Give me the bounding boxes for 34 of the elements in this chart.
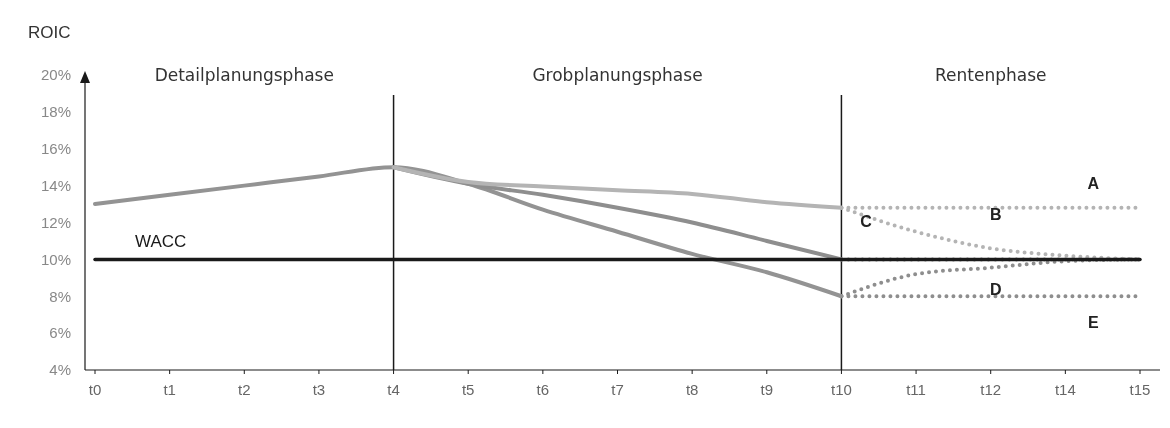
x-tick-label: t3 <box>312 381 326 399</box>
y-tick-label: 12% <box>40 213 71 231</box>
annotation: Detailplanungsphase <box>154 64 334 85</box>
x-tick-label: t1 <box>163 381 176 399</box>
x-tick-label: t15 <box>1129 381 1151 399</box>
y-tick-label: 10% <box>40 250 71 268</box>
x-tick-label: t12 <box>980 381 1002 399</box>
x-tick-label: t2 <box>238 381 251 399</box>
annotation: Rentenphase <box>934 64 1047 85</box>
y-tick-label: 8% <box>49 287 71 305</box>
x-tick-label: t6 <box>536 381 550 399</box>
x-tick-label: t4 <box>387 381 400 399</box>
annotation: E <box>1088 313 1100 331</box>
x-tick-label: t11 <box>906 381 926 399</box>
y-tick-label: 14% <box>40 176 71 194</box>
x-tick-label: t10 <box>831 381 852 399</box>
x-tick-label: t8 <box>685 381 699 399</box>
x-tick-label: t5 <box>461 381 475 399</box>
x-tick-label: t7 <box>611 381 624 399</box>
annotation: A <box>1087 175 1100 193</box>
y-tick-label: 4% <box>49 361 71 379</box>
y-tick-label: 18% <box>40 103 71 121</box>
annotation: Grobplanungsphase <box>532 64 703 85</box>
annotation: B <box>989 205 1002 223</box>
x-tick-label: t14 <box>1054 381 1076 399</box>
annotation: C <box>860 213 873 231</box>
annotation: D <box>989 281 1002 299</box>
y-axis-title: ROIC <box>28 23 71 42</box>
y-tick-label: 16% <box>40 140 71 157</box>
y-tick-label: 20% <box>40 66 71 84</box>
y-tick-label: 6% <box>49 324 71 342</box>
x-tick-label: t0 <box>88 381 102 399</box>
series-label: WACC <box>135 232 187 252</box>
x-tick-label: t9 <box>760 381 774 399</box>
